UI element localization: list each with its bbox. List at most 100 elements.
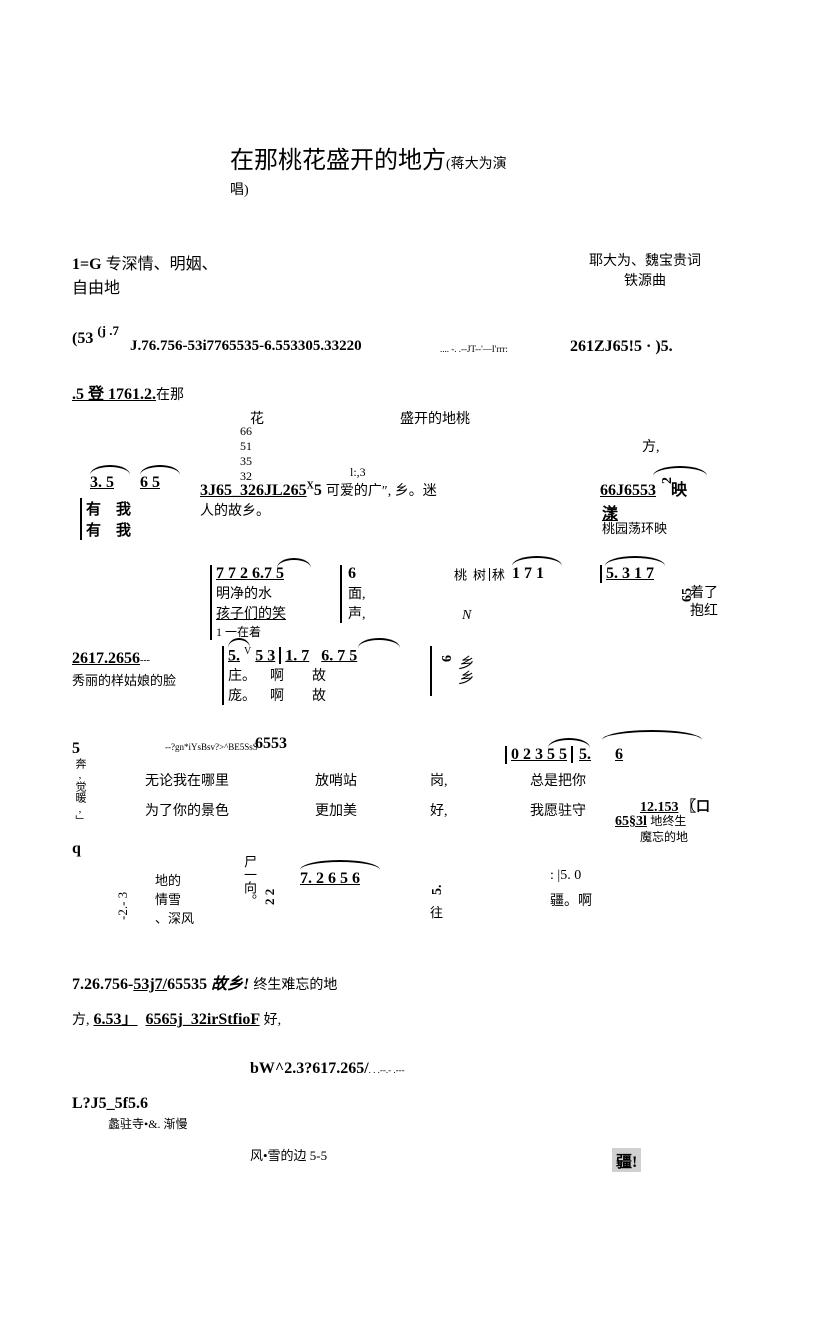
row3-right: 66J6553 2 映: [600, 476, 687, 500]
row8-line1: 7.26.756-53j7/65535 故乡! 终生难忘的地: [72, 970, 337, 994]
row6-arc-block: 0 2 3 5 5 5. 6: [505, 746, 623, 764]
row7-v1: -2.- 3: [115, 892, 131, 920]
row6-arc2: 5.: [579, 746, 591, 763]
row3-txt1: 可爱的广″, 乡。迷: [326, 484, 437, 499]
row2-left: .5 登 1761.2.: [72, 386, 156, 403]
row4-mian: 面,: [348, 583, 366, 603]
row6-q: q: [72, 840, 81, 858]
row6-weile: 为了你的景色: [145, 800, 229, 820]
notation-row-1: (53 (j .7: [72, 330, 119, 348]
performer-line: 唱): [230, 179, 680, 199]
notation-row-2: .5 登 1761.2.在那: [72, 380, 184, 404]
you2: 有: [86, 523, 101, 539]
arc-icon: [358, 638, 400, 648]
row5-mid: 5. V 5 3 1. 7 6. 7 5 庄。 啊 故 庞。 啊 故: [222, 646, 357, 705]
row10-lefttxt: 蠡驻寺•&. 渐慢: [108, 1115, 188, 1132]
notation-frag: J.76.: [130, 338, 160, 354]
title-subtitle: (蒋大为演: [446, 157, 507, 172]
row3-mid: 3J65_326JL265X5 可爱的广″, 乡。迷: [200, 480, 437, 500]
arc-icon: [300, 860, 380, 870]
wo1: 我: [116, 502, 131, 518]
row10-jiang: 疆!: [612, 1148, 641, 1172]
row6-arc3: 6: [615, 746, 623, 763]
row4-arc2: 5. 3 1 7: [606, 565, 654, 583]
row6-fangshao: 放哨站: [315, 770, 357, 790]
row7-col1: 地的 情雪 、深风: [155, 870, 194, 927]
row2-nums: 66 51 35 32: [240, 424, 252, 484]
arc-icon: [602, 730, 702, 740]
song-title: 在那桃花盛开的地方: [230, 148, 446, 174]
paren-open: (53: [72, 330, 93, 347]
row3-vert-left: 有 我 有 我: [80, 498, 131, 540]
row2-hua: 花: [250, 408, 264, 428]
row6-gang: 岗,: [430, 770, 448, 790]
row5-left: 2617.2656---: [72, 650, 150, 668]
row4-vert: 秫树桃: [450, 568, 507, 581]
notation-row-1b: J.76.756-53i7765535-6.553305.33220: [130, 338, 362, 355]
row3-ying: 映: [671, 482, 687, 499]
tempo-desc: 专深情、明姻、: [102, 256, 218, 273]
key-sig: 1=G: [72, 256, 102, 273]
row3-mid-num: 3J65_326JL265: [200, 482, 307, 499]
tempo-free: 自由地: [72, 274, 218, 298]
row5-a1: 啊: [270, 669, 284, 684]
row4-mingjing: 明净的水: [216, 583, 286, 603]
row2-shengkai: 盛开的地桃: [400, 408, 470, 428]
row7-jiang-a: 疆。啊: [550, 890, 592, 910]
row6-tiny: --?gn*iYsBsv?>^BE5SsS: [165, 742, 258, 752]
credits-block: 耶大为、魏宝贵词 铁源曲: [570, 250, 720, 290]
row7-5: 5.: [430, 885, 446, 896]
row7-mid: 7. 2 6 5 6: [300, 870, 360, 888]
row4-baohong: 抱红: [690, 600, 718, 620]
row10-mid: 风•雪的边 5-5: [250, 1145, 327, 1164]
row6-woyuan: 我愿驻守: [530, 800, 586, 820]
row4-zhaole: 着了: [690, 582, 718, 602]
row6-gengjia: 更加美: [315, 800, 357, 820]
row4-nums: 7 7 2 6.7 5: [216, 565, 286, 583]
row5-zhuang: 庄。: [228, 669, 256, 684]
row6-5: 5: [72, 740, 80, 758]
row5-a2: 啊: [270, 689, 284, 704]
row7-50: : |5. 0: [550, 868, 581, 884]
row4-n: N: [462, 608, 471, 624]
row5-num: 2617.2656: [72, 650, 140, 667]
row5-n4: 6. 7 5: [321, 647, 357, 664]
row3-arc1: 3. 5: [90, 474, 114, 492]
row3-taoyuan: 桃园荡环映: [602, 518, 667, 537]
row5-v: V: [244, 646, 251, 657]
row2-fang: 方,: [642, 436, 660, 456]
row4-right: 5. 3 1 7: [600, 565, 654, 583]
row5-n3: 1. 7: [285, 647, 309, 664]
row3-arc2: 6 5: [140, 474, 160, 492]
row6-vert: 奔,觉暖,」: [72, 758, 88, 826]
row4-sheng: 声,: [348, 603, 366, 623]
row6-mowang: 魔忘的地: [640, 828, 688, 845]
row5-pang: 庞。: [228, 689, 256, 704]
row4-arc1: 1 7 1: [512, 565, 544, 583]
row3-txt2: 人的故乡。: [200, 500, 270, 520]
notation-row-1-right: 261ZJ65!5 · )5.: [570, 338, 673, 356]
row10-left: L?J5_5f5.6: [72, 1095, 148, 1113]
row7-wang: 往: [430, 902, 443, 921]
row8-line2: 方, 6.53」 6565j_32irStfioF 好,: [72, 1005, 281, 1029]
row6-hao: 好,: [430, 800, 448, 820]
row7-v2: 尸一向。: [240, 855, 259, 907]
title-block: 在那桃花盛开的地方(蒋大为演 唱): [230, 140, 680, 199]
row4-mid: 6 面, 声,: [340, 565, 366, 623]
arc-icon: [653, 466, 707, 476]
row5-gu1: 故: [312, 669, 326, 684]
row3-right-num: 66J6553: [600, 482, 656, 499]
row5-n2: 5 3: [255, 647, 275, 664]
composer: 铁源曲: [570, 270, 720, 290]
row2-zai-na: 在那: [156, 388, 184, 403]
row9: bW^2.3?617.265/. . .--.- .---: [250, 1060, 405, 1078]
row5-gu2: 故: [312, 689, 326, 704]
row6-arc: 0 2 3 5 5: [511, 746, 567, 763]
row4-haizi: 孩子们的笑: [216, 603, 286, 623]
notation-frag2: 756-53i7765535-6.553305.33220: [160, 338, 362, 354]
wo2: 我: [116, 523, 131, 539]
row4-mid-num: 6: [348, 565, 366, 583]
key-signature-block: 1=G 专深情、明姻、 自由地: [72, 250, 218, 298]
row5-xiuli: 秀丽的样姑娘的脸: [72, 670, 176, 689]
row6-wulun: 无论我在哪里: [145, 770, 229, 790]
